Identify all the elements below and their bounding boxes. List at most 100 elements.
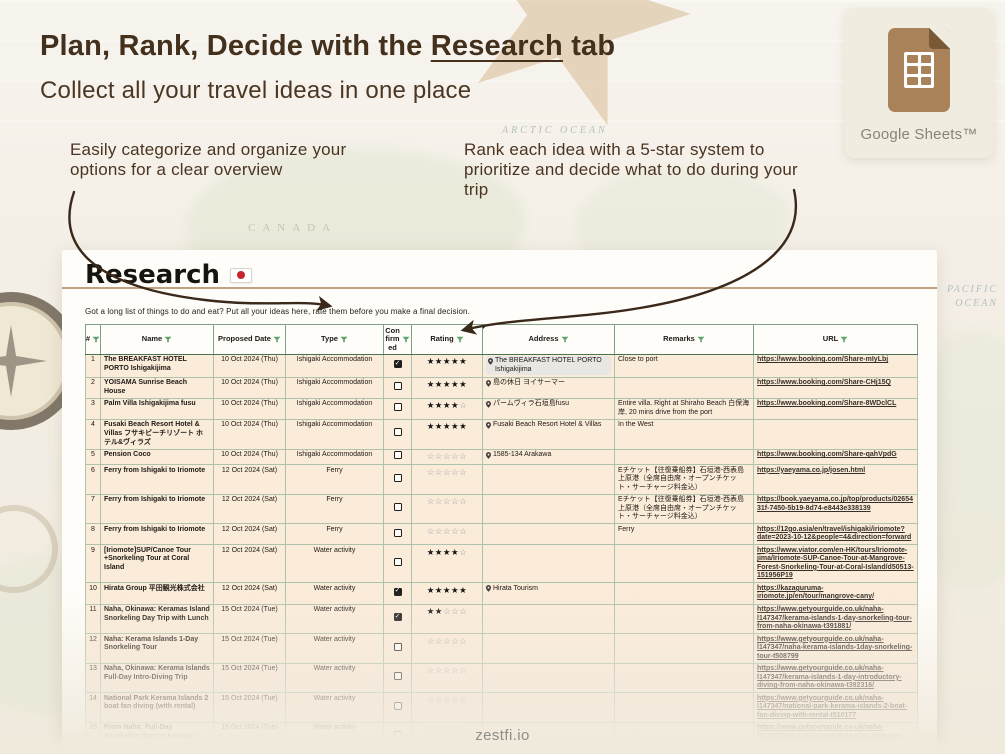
checkbox-unchecked[interactable]	[393, 473, 402, 482]
filter-icon[interactable]	[164, 336, 172, 343]
star-rating[interactable]: ★★★★★	[426, 356, 468, 367]
cell-rating[interactable]: ★★★★★	[411, 582, 483, 605]
url-link[interactable]: https://www.getyourguide.co.uk/naha-l147…	[757, 665, 902, 690]
checkbox-unchecked[interactable]	[393, 558, 402, 567]
star-rating[interactable]: ★★☆☆☆	[426, 606, 468, 616]
star-rating[interactable]: ☆☆☆☆☆	[426, 694, 468, 705]
cell-confirmed[interactable]	[383, 582, 412, 605]
checkbox-unchecked[interactable]	[393, 701, 402, 710]
checkbox-checked[interactable]	[393, 613, 402, 621]
filter-icon[interactable]	[561, 336, 569, 343]
filter-icon[interactable]	[340, 336, 348, 343]
cell-url: https://www.getyourguide.co.uk/naha-l147…	[753, 692, 918, 723]
cell-rating[interactable]: ☆☆☆☆☆	[411, 523, 483, 546]
filter-icon[interactable]	[697, 336, 705, 343]
cell-rating[interactable]: ☆☆☆☆☆	[411, 493, 483, 525]
cell-rating[interactable]: ☆☆☆☆☆	[411, 633, 483, 664]
filter-icon[interactable]	[402, 336, 410, 343]
cell-rating[interactable]: ★★★★★	[411, 376, 483, 399]
checkbox-unchecked[interactable]	[393, 403, 402, 412]
star-rating[interactable]: ★★★★☆	[426, 546, 468, 557]
cell-rating[interactable]: ☆☆☆☆☆	[411, 448, 483, 466]
filter-icon[interactable]	[456, 336, 464, 343]
star-rating[interactable]: ☆☆☆☆☆	[426, 525, 468, 536]
column-header-rating[interactable]: Rating	[411, 324, 483, 355]
star-rating[interactable]: ★★★★★	[426, 584, 468, 595]
checkbox-unchecked[interactable]	[393, 528, 402, 537]
checkbox-checked[interactable]	[393, 587, 402, 596]
cell-confirmed[interactable]	[383, 418, 412, 450]
column-header-url[interactable]: URL	[753, 324, 918, 355]
cell-rating[interactable]: ☆☆☆☆☆	[411, 692, 483, 723]
cell-name: Hirata Group 平田観光株式会社	[100, 582, 214, 605]
url-link[interactable]: https://yaeyama.co.jp/josen.html	[757, 466, 866, 474]
cell-confirmed[interactable]	[383, 603, 412, 635]
filter-icon[interactable]	[92, 336, 100, 343]
url-link[interactable]: https://www.viator.com/en-HK/tours/Iriom…	[757, 546, 914, 580]
url-link[interactable]: https://kazaguruma-iriomote.jp/en/tour/m…	[757, 584, 875, 601]
cell-type: Ishigaki Accommodation	[285, 448, 384, 466]
column-header-name[interactable]: Name	[100, 324, 214, 355]
cell-confirmed[interactable]	[383, 464, 412, 495]
checkbox-unchecked[interactable]	[393, 672, 402, 681]
cell-remarks	[614, 582, 754, 605]
cell-rating[interactable]: ☆☆☆☆☆	[411, 464, 483, 495]
star-rating[interactable]: ★★★★★	[426, 379, 468, 390]
cell-name: Naha, Okinawa: Keramas Island Snorkeling…	[100, 603, 214, 635]
cell-confirmed[interactable]	[383, 544, 412, 584]
cell-rating[interactable]: ★★☆☆☆	[411, 603, 483, 635]
column-header-#[interactable]: #	[85, 324, 101, 355]
url-link[interactable]: https://www.booking.com/Share-qahVpdG	[757, 451, 897, 459]
star-rating[interactable]: ★★★★★	[426, 421, 468, 432]
star-rating[interactable]: ☆☆☆☆☆	[426, 496, 468, 507]
star-rating[interactable]: ☆☆☆☆☆	[426, 635, 468, 646]
cell-confirmed[interactable]	[383, 523, 412, 546]
url-link[interactable]: https://www.booking.com/Share-mIyLbj	[757, 356, 889, 364]
url-link[interactable]: https://www.getyourguide.co.uk/naha-l147…	[757, 606, 912, 631]
cell-row-number: 3	[85, 397, 101, 420]
column-header-confirmed[interactable]: Confirmed	[383, 324, 412, 355]
column-header-remarks[interactable]: Remarks	[614, 324, 754, 355]
star-rating[interactable]: ☆☆☆☆☆	[426, 665, 468, 676]
cell-confirmed[interactable]	[383, 376, 412, 399]
cell-address	[482, 603, 615, 635]
cell-remarks: Eチケット【往復乗船券】石垣港-西表島上原港（全席自由席・オープンチケット・サー…	[614, 464, 754, 495]
star-rating[interactable]: ☆☆☆☆☆	[426, 451, 468, 462]
cell-rating[interactable]: ★★★★★	[411, 353, 483, 378]
cell-rating[interactable]: ★★★★☆	[411, 544, 483, 584]
table-row: 13 Naha, Okinawa: Kerama Islands Full-Day…	[85, 662, 918, 694]
url-link[interactable]: https://book.yaeyama.co.jp/top/products/…	[757, 496, 913, 512]
cell-confirmed[interactable]	[383, 448, 412, 466]
url-link[interactable]: https://www.booking.com/Share-CHj15Q	[757, 379, 891, 387]
cell-confirmed[interactable]	[383, 662, 412, 694]
address-place-chip[interactable]: The BREAKFAST HOTEL PORTO Ishigakijima	[486, 356, 611, 376]
url-link[interactable]: https://12go.asia/en/travel/ishigaki/iri…	[757, 525, 912, 542]
cell-rating[interactable]: ★★★★☆	[411, 397, 483, 420]
url-link[interactable]: https://www.getyourguide.co.uk/naha-l147…	[757, 694, 908, 719]
checkbox-unchecked[interactable]	[393, 382, 402, 391]
cell-confirmed[interactable]	[383, 493, 412, 525]
checkbox-unchecked[interactable]	[393, 642, 402, 651]
filter-icon[interactable]	[840, 336, 848, 343]
cell-confirmed[interactable]	[383, 692, 412, 723]
cell-rating[interactable]: ☆☆☆☆☆	[411, 662, 483, 694]
column-header-proposed-date[interactable]: Proposed Date	[213, 324, 286, 355]
cell-confirmed[interactable]	[383, 397, 412, 420]
checkbox-unchecked[interactable]	[393, 428, 402, 437]
map-pin-icon	[486, 401, 491, 408]
cell-confirmed[interactable]	[383, 353, 412, 378]
url-link[interactable]: https://www.booking.com/Share-8WDclCL	[757, 400, 897, 408]
cell-confirmed[interactable]	[383, 633, 412, 664]
star-rating[interactable]: ★★★★☆	[426, 400, 468, 411]
cell-rating[interactable]: ★★★★★	[411, 418, 483, 450]
checkbox-unchecked[interactable]	[393, 451, 402, 460]
column-header-address[interactable]: Address	[482, 324, 615, 355]
checkbox-checked[interactable]	[393, 360, 402, 368]
filter-icon[interactable]	[273, 336, 281, 343]
star-rating[interactable]: ☆☆☆☆☆	[426, 466, 468, 477]
url-link[interactable]: https://www.getyourguide.co.uk/naha-l147…	[757, 635, 913, 660]
cell-type: Water activity	[285, 603, 384, 635]
table-row: 9 [Iriomote]SUP/Canoe Tour +Snorkeling To…	[85, 544, 918, 584]
column-header-type[interactable]: Type	[285, 324, 384, 355]
checkbox-unchecked[interactable]	[393, 503, 402, 512]
